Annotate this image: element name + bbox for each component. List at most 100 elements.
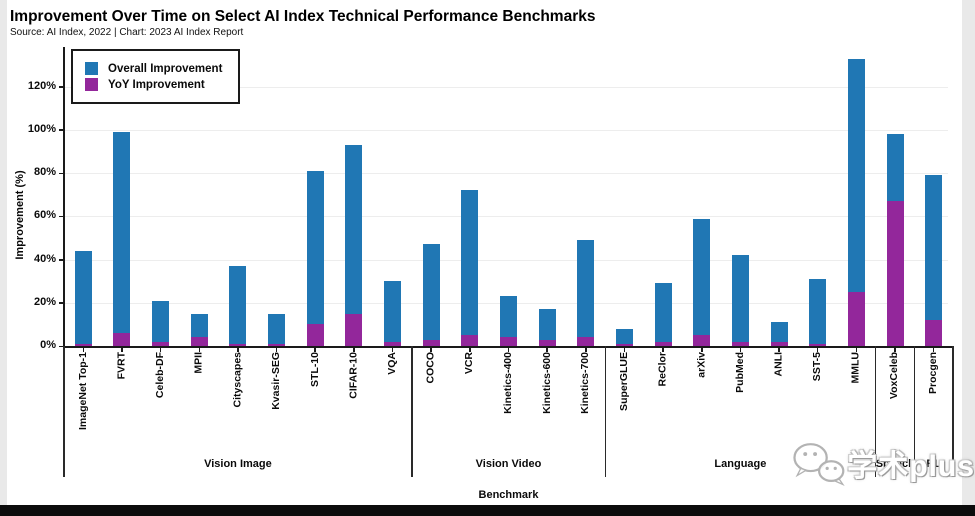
- x-tick-mark: [701, 348, 703, 352]
- x-tick-mark: [585, 348, 587, 352]
- x-tick-label: VCR: [463, 352, 476, 375]
- bar-yoy: [384, 341, 402, 346]
- x-tick-mark: [159, 348, 162, 352]
- x-tick-mark: [430, 348, 432, 352]
- left-edge-band: [0, 0, 7, 505]
- y-axis-line: [63, 47, 65, 346]
- y-axis-title: Improvement (%): [14, 170, 26, 260]
- x-tick-label: VoxCeleb: [888, 352, 901, 400]
- x-tick-label: ANLI: [772, 352, 785, 377]
- y-tick-mark: [59, 172, 64, 175]
- y-tick-mark: [59, 259, 64, 261]
- x-tick-label: Cityscapes: [231, 352, 244, 408]
- x-tick-mark: [275, 348, 278, 352]
- bar-yoy: [306, 324, 324, 346]
- group-divider-line: [875, 346, 877, 477]
- x-tick-label: ReClor: [656, 352, 669, 387]
- x-tick-label: Celeb-DF: [154, 352, 167, 399]
- x-tick-label: VQA: [386, 352, 399, 375]
- bar-overall: [654, 283, 672, 346]
- overall-improvement-swatch: [85, 62, 98, 75]
- x-tick-label: Kinetics-600: [540, 352, 553, 414]
- group-label: Vision Image: [204, 458, 272, 470]
- bar-yoy: [345, 313, 363, 346]
- bar-overall: [500, 296, 517, 346]
- bar-overall: [461, 190, 479, 346]
- x-tick-mark: [237, 348, 239, 352]
- bar-overall: [152, 300, 170, 346]
- x-tick-mark: [894, 348, 896, 352]
- watermark: 学术plus: [790, 433, 975, 493]
- y-tick-label: 0%: [40, 339, 56, 351]
- bar-yoy: [925, 320, 943, 346]
- bar-overall: [229, 266, 247, 346]
- bar-overall: [925, 175, 943, 346]
- legend-label: Overall Improvement: [108, 62, 223, 75]
- x-tick-mark: [816, 348, 819, 352]
- y-tick-label: 60%: [33, 209, 56, 222]
- gridline: [64, 129, 948, 131]
- x-tick-mark: [932, 348, 935, 352]
- x-tick-mark: [662, 348, 664, 352]
- x-tick-label: FVRT: [115, 352, 128, 380]
- bar-overall: [809, 279, 827, 346]
- bar-yoy: [500, 337, 517, 346]
- chart-subtitle: Source: AI Index, 2022 | Chart: 2023 AI …: [10, 27, 244, 38]
- x-tick-mark: [198, 348, 201, 352]
- bar-yoy: [577, 337, 595, 346]
- bar-yoy: [809, 343, 827, 346]
- legend: Overall Improvement YoY Improvement: [71, 49, 241, 104]
- y-tick-label: 100%: [27, 122, 56, 135]
- y-tick-mark: [59, 215, 64, 218]
- bar-overall: [384, 281, 402, 346]
- yoy-improvement-swatch: [85, 78, 98, 91]
- bar-yoy: [190, 337, 208, 346]
- x-tick-label: Kinetics-400: [502, 352, 514, 414]
- x-tick-label: SuperGLUE: [617, 352, 630, 411]
- bar-overall: [345, 145, 363, 346]
- bar-yoy: [847, 291, 865, 346]
- bar-overall: [847, 58, 865, 346]
- y-tick-label: 120%: [27, 79, 56, 92]
- group-label: Language: [714, 458, 767, 470]
- x-tick-label: Procgen: [927, 352, 940, 395]
- group-divider-line: [411, 346, 413, 477]
- y-tick-label: 80%: [33, 166, 56, 179]
- bar-overall: [731, 255, 749, 346]
- x-tick-mark: [469, 348, 471, 352]
- bottom-black-strip: [0, 505, 975, 516]
- group-divider-line: [604, 346, 606, 477]
- x-tick-label: COCO: [424, 352, 437, 384]
- x-tick-mark: [507, 348, 510, 352]
- bar-yoy: [229, 343, 247, 346]
- wechat-icon: [793, 443, 845, 487]
- group-label: RL: [926, 458, 941, 470]
- x-tick-mark: [353, 348, 355, 352]
- bar-overall: [268, 313, 286, 346]
- x-tick-label: SST-5: [811, 352, 824, 382]
- bar-overall: [693, 218, 711, 346]
- bar-yoy: [152, 341, 170, 346]
- x-tick-mark: [546, 348, 548, 352]
- group-divider-line: [952, 346, 954, 477]
- group-divider-line: [913, 346, 916, 477]
- bar-overall: [113, 132, 131, 346]
- x-tick-mark: [855, 348, 858, 352]
- y-tick-mark: [59, 345, 64, 347]
- y-tick-mark: [59, 86, 64, 88]
- bar-yoy: [422, 339, 440, 346]
- y-tick-label: 20%: [33, 295, 56, 308]
- bar-overall: [74, 250, 92, 346]
- group-label: Vision Video: [475, 458, 542, 470]
- bar-overall: [538, 309, 556, 346]
- y-tick-mark: [59, 302, 64, 304]
- x-tick-mark: [623, 348, 626, 352]
- x-tick-label: Kvasir-SEG: [270, 352, 283, 410]
- x-tick-mark: [314, 348, 316, 352]
- x-tick-mark: [82, 348, 85, 352]
- bar-overall: [306, 170, 324, 346]
- x-tick-label: STL-10: [308, 352, 321, 388]
- x-axis-title: Benchmark: [478, 489, 539, 501]
